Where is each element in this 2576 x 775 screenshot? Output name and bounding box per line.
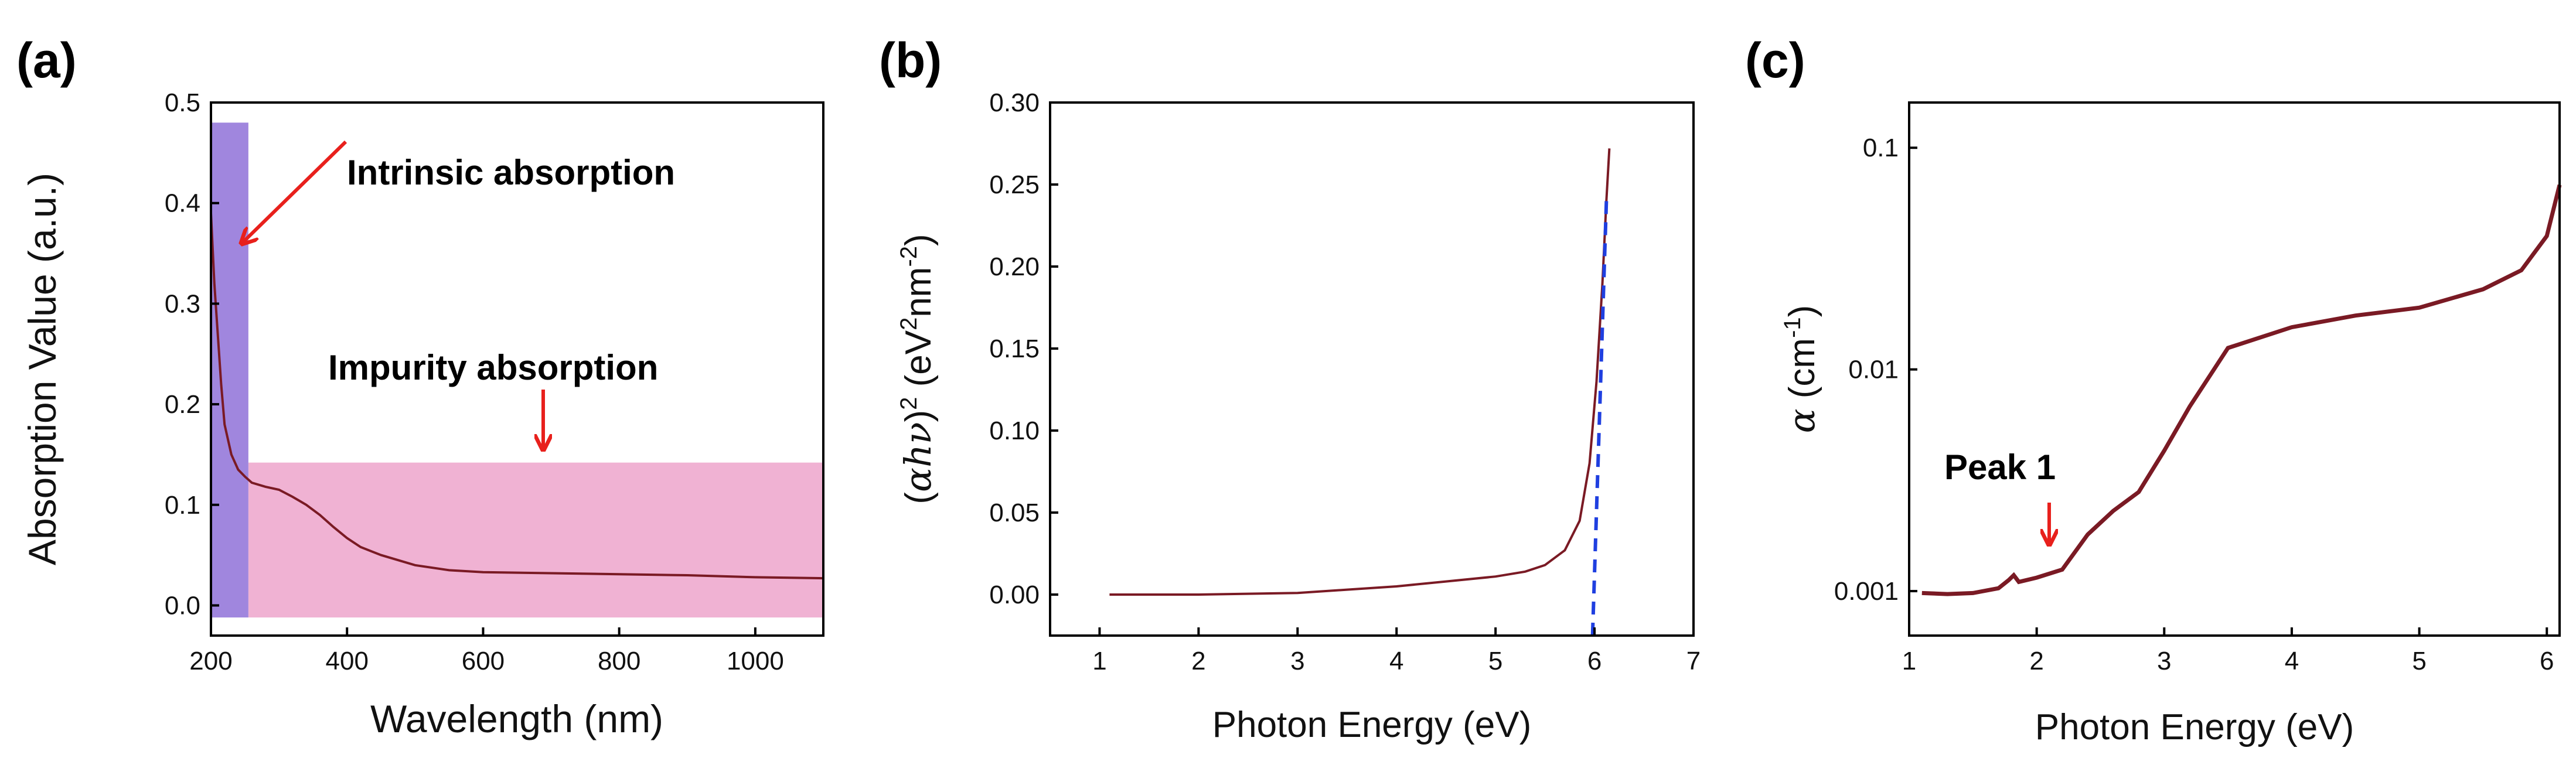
panel-c-ytick-label: 0.01 <box>1848 356 1899 384</box>
panel-a-absorption-line <box>210 213 824 580</box>
panel-b-frame <box>1049 101 1695 637</box>
panel-b-fit-line <box>1590 200 1609 636</box>
panel-b-data-line <box>1109 148 1611 596</box>
panel-b-xtick-label: 7 <box>1686 647 1701 675</box>
panel-b-ytick-label: 0.15 <box>989 334 1040 363</box>
panel-a-ytick-label: 0.4 <box>165 189 200 218</box>
panel-a-ytick-label: 0.0 <box>165 591 200 620</box>
peak1-annotation: Peak 1 <box>1944 448 2056 487</box>
panel-a-frame <box>210 101 824 637</box>
panel-b-ytick-label: 0.00 <box>989 581 1040 609</box>
panel-b-ytick-label: 0.10 <box>989 416 1040 445</box>
panel-a-ylabel: Absorption Value (a.u.) <box>21 173 64 565</box>
panel-c-xtick-label: 4 <box>2285 647 2299 675</box>
panel-b-ylabel: (αhν)2 (eV2nm-2) <box>896 234 939 504</box>
panel-b-xtick-label: 4 <box>1389 647 1403 675</box>
panel-b-xtick-label: 6 <box>1587 647 1602 675</box>
panel-b-xlabel: Photon Energy (eV) <box>1212 705 1532 745</box>
panel-c-ylabel: α (cm-1) <box>1780 305 1823 433</box>
panel-b-ytick-label: 0.30 <box>989 88 1040 117</box>
panel-a-xlabel: Wavelength (nm) <box>370 697 663 740</box>
panel-b: 1 2 3 4 5 6 7 0.00 0.05 0.10 0.15 0.20 0.25 0.30 Pho… <box>896 88 1701 745</box>
impurity-band <box>248 462 824 618</box>
panel-c-xtick-label: 3 <box>2157 647 2171 675</box>
panel-c-frame-box <box>1908 101 2561 637</box>
panel-c-xtick-label: 2 <box>2029 647 2043 675</box>
panel-b-xtick-label: 2 <box>1191 647 1205 675</box>
intrinsic-annotation: Intrinsic absorption <box>347 153 675 192</box>
panel-a-xtick-label: 1000 <box>727 647 784 675</box>
intrinsic-band <box>211 122 248 618</box>
panel-a-xtick-label: 800 <box>598 647 640 675</box>
panel-b-ytick-label: 0.25 <box>989 170 1040 199</box>
panel-c-alpha-line <box>1921 184 2562 596</box>
panel-b-label: (b) <box>879 33 942 88</box>
panel-c-ytick-label: 0.001 <box>1834 577 1899 606</box>
panel-a: 200 400 600 800 1000 0.0 0.1 0.2 0.3 0.4 0.5 Wave… <box>21 88 824 740</box>
panel-a-xtick-label: 400 <box>326 647 369 675</box>
panel-a-ytick-label: 0.2 <box>165 390 200 419</box>
panel-c: 1 2 3 4 5 6 0.001 0.01 0.1 Photon Energy (eV) α… <box>1780 101 2562 747</box>
panel-c-ytick-label: 0.1 <box>1863 134 1899 162</box>
panel-a-label: (a) <box>16 33 77 88</box>
panel-b-xtick-label: 3 <box>1290 647 1304 675</box>
panel-b-xtick-label: 5 <box>1488 647 1502 675</box>
panel-b-ytick-label: 0.05 <box>989 499 1040 527</box>
panel-a-xtick-label: 600 <box>462 647 505 675</box>
panel-b-ytick-label: 0.20 <box>989 252 1040 281</box>
panel-a-ytick-label: 0.1 <box>165 491 200 520</box>
panel-c-xtick-label: 6 <box>2540 647 2554 675</box>
intrinsic-arrow <box>241 140 347 244</box>
panel-c-label: (c) <box>1745 33 1805 88</box>
panel-a-ytick-label: 0.3 <box>165 289 200 318</box>
impurity-annotation: Impurity absorption <box>328 348 658 387</box>
panel-a-ytick-label: 0.5 <box>165 88 200 117</box>
panel-c-xtick-label: 5 <box>2412 647 2426 675</box>
panel-c-xtick-label: 1 <box>1902 647 1916 675</box>
panel-b-xtick-label: 1 <box>1092 647 1106 675</box>
panel-c-xlabel: Photon Energy (eV) <box>2035 707 2354 747</box>
panel-a-xtick-label: 200 <box>189 647 232 675</box>
